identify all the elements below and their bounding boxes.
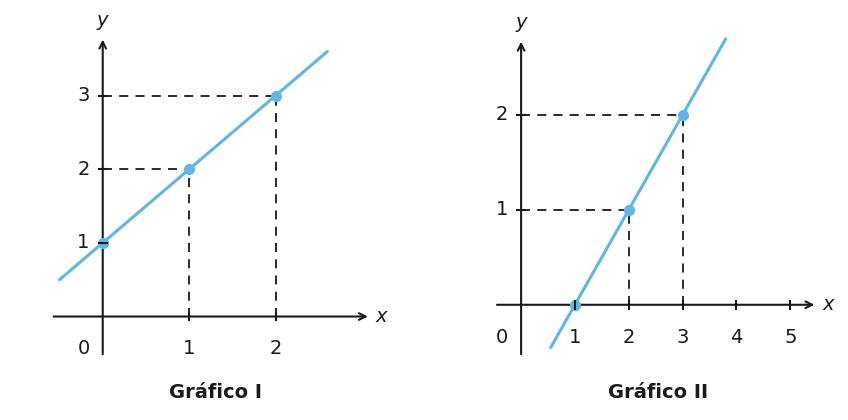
Text: x: x <box>376 307 387 326</box>
Text: Gráfico I: Gráfico I <box>169 383 261 402</box>
Text: 5: 5 <box>784 328 796 346</box>
Text: 1: 1 <box>183 339 195 358</box>
Text: 1: 1 <box>569 328 581 346</box>
Text: 2: 2 <box>270 339 282 358</box>
Text: x: x <box>822 295 834 314</box>
Text: 0: 0 <box>77 339 90 358</box>
Text: y: y <box>97 11 109 30</box>
Text: 2: 2 <box>622 328 635 346</box>
Text: 2: 2 <box>495 105 508 124</box>
Text: 3: 3 <box>77 86 90 105</box>
Text: 0: 0 <box>496 328 508 346</box>
Text: 1: 1 <box>77 234 90 252</box>
Text: Gráfico II: Gráfico II <box>608 383 708 402</box>
Text: 1: 1 <box>495 200 508 219</box>
Text: y: y <box>516 13 527 32</box>
Text: 2: 2 <box>77 160 90 179</box>
Text: 4: 4 <box>730 328 743 346</box>
Text: 3: 3 <box>677 328 689 346</box>
